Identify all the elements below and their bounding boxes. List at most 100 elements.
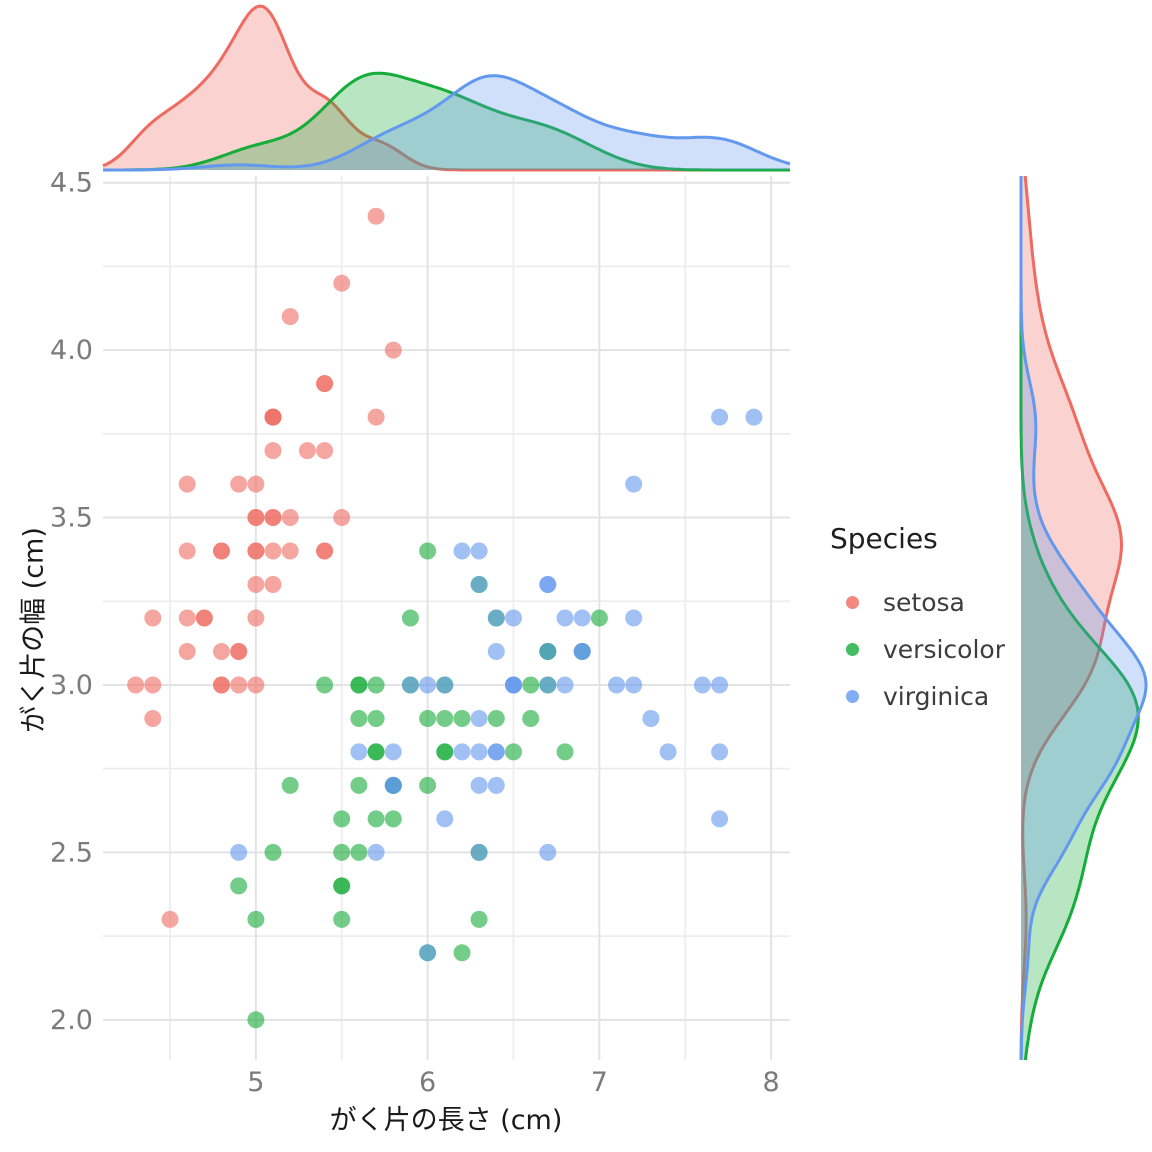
data-point-virginica [470, 542, 488, 560]
data-point-versicolor [333, 910, 351, 928]
density-y-virginica-line [1019, 176, 1148, 1061]
data-point-setosa [178, 542, 196, 560]
data-point-virginica [436, 676, 454, 694]
data-point-virginica [384, 743, 402, 761]
data-point-setosa [247, 475, 265, 493]
density-y-setosa-area [1021, 176, 1122, 1060]
data-point-versicolor [453, 710, 471, 727]
data-point-setosa [195, 609, 213, 627]
data-point-versicolor [247, 1011, 265, 1029]
data-point-versicolor [487, 710, 505, 727]
data-point-virginica [470, 576, 488, 593]
data-point-setosa [281, 308, 299, 326]
data-point-setosa [264, 509, 282, 526]
y-axis-title: がく片の幅 (cm) [18, 527, 50, 733]
data-point-setosa [281, 509, 299, 526]
data-point-virginica [505, 676, 522, 694]
data-point-virginica [230, 843, 248, 861]
legend-title: Species [830, 522, 938, 555]
legend-item-setosa: setosa [830, 579, 1005, 626]
data-point-virginica [608, 676, 625, 694]
data-point-virginica [573, 609, 591, 627]
data-point-versicolor [247, 910, 265, 928]
data-point-virginica [556, 609, 574, 627]
data-point-virginica [539, 676, 557, 694]
data-point-virginica [625, 475, 643, 493]
data-point-setosa [247, 509, 265, 526]
data-point-setosa [178, 643, 196, 660]
data-point-virginica [419, 676, 437, 694]
data-point-setosa [161, 910, 179, 928]
data-point-virginica [350, 743, 368, 761]
data-point-setosa [264, 442, 282, 460]
data-point-virginica [367, 843, 385, 861]
data-point-setosa [264, 576, 282, 593]
data-point-versicolor [436, 710, 454, 727]
data-point-virginica [470, 776, 488, 794]
data-point-virginica [470, 843, 488, 861]
y-tick-label: 4.5 [50, 168, 93, 199]
data-point-virginica [470, 743, 488, 761]
right-marginal-density [1019, 175, 1148, 1061]
data-point-versicolor [419, 710, 437, 727]
data-point-virginica [711, 810, 729, 828]
data-point-virginica [487, 776, 505, 794]
data-point-virginica [556, 676, 574, 694]
data-point-versicolor [505, 743, 522, 761]
data-point-virginica [419, 944, 437, 962]
data-point-versicolor [350, 710, 368, 727]
data-point-versicolor [367, 810, 385, 828]
scatter-points-virginica [230, 408, 763, 962]
data-point-versicolor [367, 710, 385, 727]
y-tick-label: 3.0 [50, 670, 93, 701]
data-point-setosa [247, 542, 265, 560]
data-point-virginica [384, 776, 402, 794]
data-point-setosa [213, 643, 230, 660]
data-point-versicolor [316, 676, 334, 694]
legend-item-label: setosa [883, 588, 965, 617]
legend-items: setosa versicolor virginica [830, 579, 1005, 720]
data-point-setosa [247, 676, 265, 694]
density-x-virginica-line [103, 74, 791, 172]
density-x-virginica-area [103, 75, 790, 170]
data-point-versicolor [556, 743, 574, 761]
data-point-virginica [470, 710, 488, 727]
data-point-versicolor [333, 843, 351, 861]
data-point-setosa [144, 710, 162, 727]
data-point-virginica [711, 743, 729, 761]
data-point-setosa [247, 609, 265, 627]
density-y-versicolor-area [1021, 176, 1139, 1060]
data-point-versicolor [419, 776, 437, 794]
data-point-virginica [453, 542, 471, 560]
data-point-virginica [642, 710, 660, 727]
axis-tick-labels: 5 6 7 8 2.0 2.5 3.0 3.5 4.0 4.5 [50, 168, 780, 1098]
data-point-versicolor [281, 776, 299, 794]
data-point-setosa [247, 576, 265, 593]
data-point-virginica [453, 743, 471, 761]
data-point-versicolor [522, 676, 540, 694]
data-point-virginica [711, 408, 729, 426]
data-point-versicolor [436, 743, 454, 761]
data-point-versicolor [401, 609, 419, 627]
data-point-setosa [144, 676, 162, 694]
data-point-virginica [539, 643, 557, 660]
data-point-virginica [659, 743, 677, 761]
data-point-setosa [264, 542, 282, 560]
data-point-virginica [487, 609, 505, 627]
data-point-versicolor [522, 710, 540, 727]
data-point-virginica [487, 643, 505, 660]
data-point-versicolor [333, 877, 351, 895]
data-point-setosa [333, 509, 351, 526]
data-point-setosa [316, 375, 334, 393]
data-point-setosa [230, 643, 248, 660]
data-point-virginica [436, 810, 454, 828]
legend-key-dot-versicolor [846, 643, 859, 656]
data-point-versicolor [350, 776, 368, 794]
data-point-virginica [711, 676, 729, 694]
data-point-setosa [213, 542, 230, 560]
data-point-virginica [487, 743, 505, 761]
data-point-virginica [625, 609, 643, 627]
legend: Species setosa versicolor virginica [830, 522, 1005, 720]
data-point-versicolor [453, 944, 471, 962]
